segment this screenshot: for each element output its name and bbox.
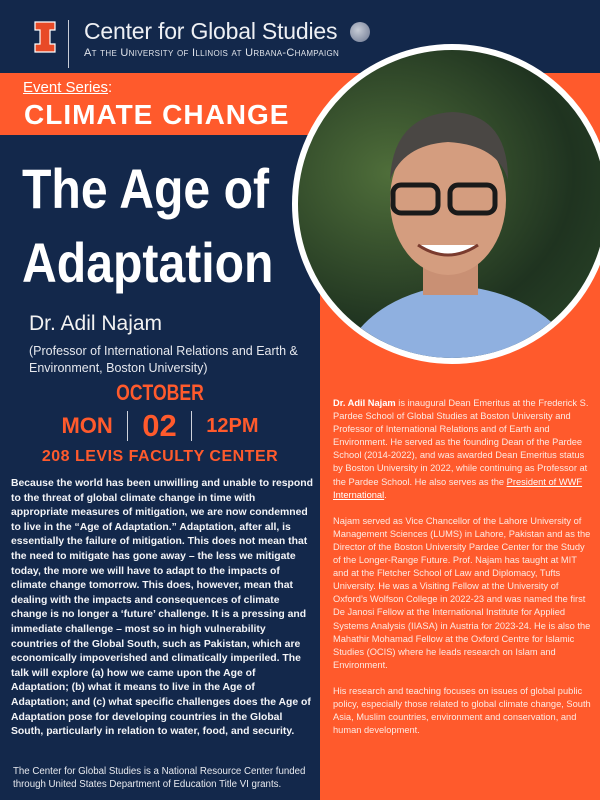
event-title: The Age of Adaptation: [22, 152, 332, 300]
bio-paragraph-3: His research and teaching focuses on iss…: [333, 685, 591, 736]
wwf-president-link[interactable]: President of WWF International: [333, 476, 583, 500]
header-divider: [68, 20, 69, 68]
title-line-1: The Age of: [22, 157, 270, 220]
speaker-photo: [292, 44, 600, 364]
globe-icon: [350, 22, 370, 42]
bio-paragraph-2: Najam served as Vice Chancellor of the L…: [333, 515, 591, 670]
funding-note: The Center for Global Studies is a Natio…: [13, 766, 306, 790]
speaker-portrait-image: [342, 112, 582, 358]
bio-text-end: .: [384, 489, 387, 500]
speaker-bio: Dr. Adil Najam is inaugural Dean Emeritu…: [333, 397, 591, 750]
date-separator: [190, 411, 193, 441]
date-separator: [126, 411, 129, 441]
illinois-logo-icon: [34, 21, 56, 53]
event-month: OCTOBER: [116, 380, 204, 405]
talk-abstract: Because the world has been unwilling and…: [11, 478, 313, 738]
series-label: Event Series: [23, 79, 109, 96]
event-date-row: MON 02 12PM: [0, 408, 320, 444]
bio-paragraph-1: Dr. Adil Najam is inaugural Dean Emeritu…: [333, 397, 591, 502]
speaker-affiliation: (Professor of International Relations an…: [29, 344, 298, 375]
speaker-name: Dr. Adil Najam: [29, 312, 163, 335]
series-colon: :: [108, 79, 113, 96]
title-line-2: Adaptation: [22, 231, 274, 294]
org-name: Center for Global Studies: [84, 18, 338, 44]
bio-text: is inaugural Dean Emeritus at the Freder…: [333, 398, 589, 487]
event-weekday: MON: [61, 413, 113, 438]
event-time: 12PM: [206, 414, 259, 437]
event-venue: 208 LEVIS FACULTY CENTER: [41, 448, 279, 465]
event-series-label: Event Series:: [23, 79, 112, 96]
event-day: 02: [142, 408, 177, 443]
org-subtitle: At the University of Illinois at Urbana-…: [84, 47, 340, 59]
series-name: CLIMATE CHANGE: [24, 99, 290, 130]
bio-name: Dr. Adil Najam: [333, 398, 396, 408]
